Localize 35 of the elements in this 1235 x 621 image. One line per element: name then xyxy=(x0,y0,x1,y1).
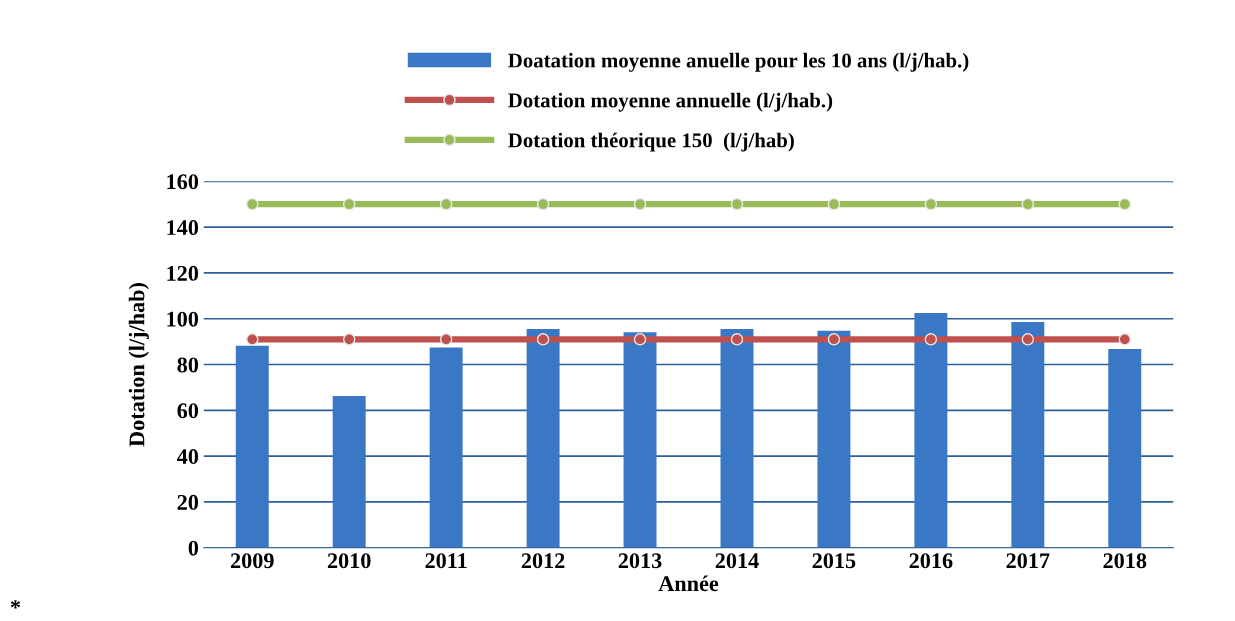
y-tick-label: 100 xyxy=(167,311,199,327)
y-tick-label: 0 xyxy=(188,540,199,556)
y-tick-label: 140 xyxy=(167,220,199,236)
x-tick-label: 2014 xyxy=(715,553,759,569)
bar xyxy=(429,347,463,548)
y-tick-label: 60 xyxy=(177,403,199,419)
x-tick-label: 2018 xyxy=(1103,553,1147,569)
x-axis-title: Année xyxy=(658,575,719,592)
x-tick-label: 2012 xyxy=(521,553,565,569)
bar xyxy=(914,313,948,548)
bar xyxy=(623,332,657,548)
x-tick-label: 2016 xyxy=(909,553,953,569)
x-tick-label: 2013 xyxy=(618,553,662,569)
legend-label: Doatation moyenne anuelle pour les 10 ans (l/j/hab.) xyxy=(508,52,969,72)
x-tick-label: 2010 xyxy=(327,553,371,569)
y-tick-label: 120 xyxy=(167,265,199,281)
bar xyxy=(720,329,754,548)
x-tick-label: 2009 xyxy=(230,553,274,569)
text: * xyxy=(10,600,21,609)
bar xyxy=(1108,348,1142,548)
bar xyxy=(235,345,269,548)
y-tick-label: 20 xyxy=(177,494,199,510)
x-tick-label: 2017 xyxy=(1006,553,1050,569)
legend-label: Dotation théorique 150 (l/j/hab) xyxy=(508,132,794,152)
bar xyxy=(1011,321,1045,548)
legend-label: Dotation moyenne annuelle (l/j/hab.) xyxy=(508,92,833,112)
bar xyxy=(332,395,366,548)
x-tick-label: 2011 xyxy=(425,553,467,569)
x-tick-label: 2015 xyxy=(812,553,856,569)
bar xyxy=(817,330,851,548)
y-tick-label: 80 xyxy=(177,357,199,373)
y-tick-label: 160 xyxy=(167,174,199,190)
y-axis-title: Dotation (l/j/hab) xyxy=(128,283,149,447)
y-tick-label: 40 xyxy=(177,449,199,465)
bar xyxy=(526,329,560,548)
